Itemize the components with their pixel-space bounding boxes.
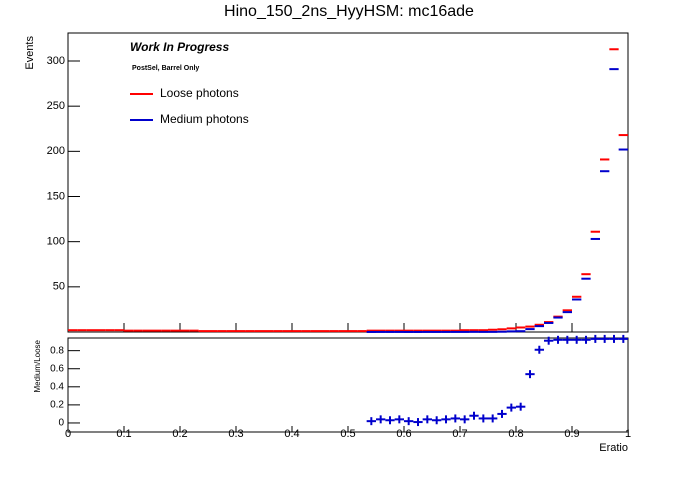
ratio-point <box>478 414 488 423</box>
legend-label: Medium photons <box>160 112 249 126</box>
annotation: PostSel, Barrel Only <box>132 65 199 72</box>
ratio-point <box>590 334 600 343</box>
ratio-point <box>581 335 591 344</box>
x-tick-label: 1 <box>625 428 631 440</box>
annotation: Work In Progress <box>130 40 229 54</box>
y-tick-label: 0 <box>58 418 64 429</box>
ratio-point <box>376 415 386 424</box>
ratio-point <box>413 418 423 427</box>
ratio-point <box>450 414 460 423</box>
ratio-point <box>404 417 414 426</box>
y-tick-label: 300 <box>47 55 65 67</box>
ratio-frame <box>67 337 629 433</box>
x-tick-label: 0.2 <box>172 428 187 440</box>
x-tick-label: 0.6 <box>396 428 411 440</box>
ratio-point <box>544 336 554 345</box>
y-tick-label: 0.4 <box>50 381 64 392</box>
y-tick-label: 200 <box>47 145 65 157</box>
ratio-point <box>553 335 563 344</box>
ratio-point <box>618 334 628 343</box>
ratio-point <box>506 403 516 412</box>
ratio-point <box>394 415 404 424</box>
ratio-point <box>385 416 395 425</box>
y-tick-label: 100 <box>47 236 65 248</box>
ratio-point <box>460 415 470 424</box>
y-tick-label: 50 <box>53 281 65 293</box>
ratio-point <box>441 415 451 424</box>
ratio-point <box>488 414 498 423</box>
ratio-point <box>600 334 610 343</box>
x-tick-label: 0.1 <box>116 428 131 440</box>
ratio-point <box>534 345 544 354</box>
ratio-point <box>562 335 572 344</box>
y-tick-label: 0.2 <box>50 400 64 411</box>
x-tick-label: 0.7 <box>452 428 467 440</box>
x-axis-label: Eratio <box>599 442 628 454</box>
chart-title: Hino_150_2ns_HyyHSM: mc16ade <box>224 3 474 20</box>
ratio-point <box>516 402 526 411</box>
y-tick-label: 0.6 <box>50 363 64 374</box>
ratio-point <box>525 370 535 379</box>
ratio-point <box>422 415 432 424</box>
y-tick-label: 0.8 <box>50 345 64 356</box>
y-tick-label: 150 <box>47 190 65 202</box>
ratio-point <box>469 411 479 420</box>
ratio-axis-label: Medium/Loose <box>33 339 42 392</box>
ratio-point <box>572 335 582 344</box>
ratio-point <box>366 417 376 426</box>
ratio-point <box>497 409 507 418</box>
y-tick-label: 250 <box>47 100 65 112</box>
x-tick-label: 0 <box>65 428 71 440</box>
main-frame <box>67 32 629 333</box>
y-axis-label: Events <box>24 36 36 70</box>
x-tick-label: 0.8 <box>508 428 523 440</box>
legend-label: Loose photons <box>160 86 239 100</box>
x-tick-label: 0.3 <box>228 428 243 440</box>
x-tick-label: 0.4 <box>284 428 299 440</box>
x-tick-label: 0.9 <box>564 428 579 440</box>
ratio-point <box>432 416 442 425</box>
ratio-point <box>609 334 619 343</box>
x-tick-label: 0.5 <box>340 428 355 440</box>
